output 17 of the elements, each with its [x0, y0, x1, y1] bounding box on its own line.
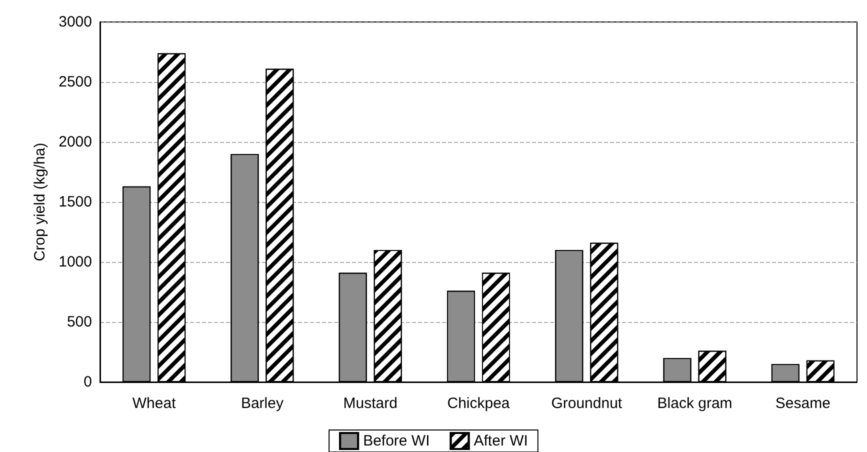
x-tick-label: Groundnut [551, 395, 623, 412]
x-tick-label: Wheat [132, 395, 177, 412]
x-tick-label: Barley [240, 395, 284, 412]
y-axis-title: Crop yield (kg/ha) [32, 142, 49, 262]
y-tick-label: 500 [66, 314, 92, 330]
y-tick-label: 3000 [58, 14, 92, 30]
x-tick-label: Sesame [775, 395, 830, 412]
y-tick-label: 1000 [58, 254, 92, 270]
y-tick-label: 1500 [58, 194, 92, 210]
y-tick-label: 2000 [58, 134, 92, 150]
x-tick-label: Chickpea [447, 395, 510, 412]
x-tick-label: Black gram [657, 395, 732, 412]
y-tick-label: 2500 [58, 74, 92, 90]
legend-label: After WI [474, 432, 528, 450]
legend-label: Before WI [363, 432, 430, 450]
x-tick-label: Mustard [343, 395, 398, 412]
y-tick-label: 0 [84, 374, 92, 390]
